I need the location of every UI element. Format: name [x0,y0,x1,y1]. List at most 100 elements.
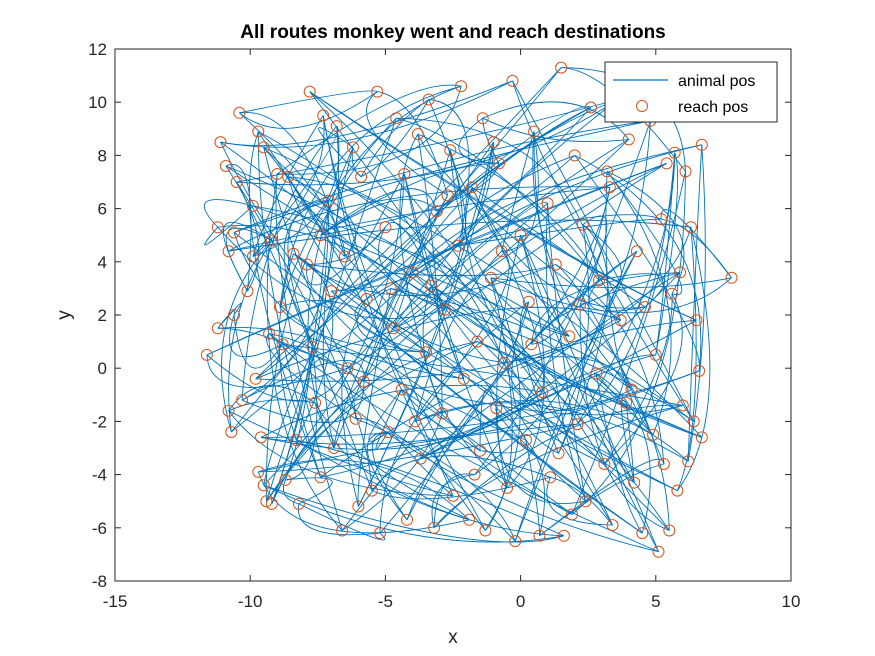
route-segment [433,404,683,529]
reach-point [314,471,327,484]
reach-point [398,168,411,180]
reach-point [438,303,451,316]
route-segment [206,354,348,388]
reach-point [428,521,441,534]
route-segment [265,117,397,502]
y-ticks: -8 -6 -4 -2 0 2 4 6 8 10 12 [88,40,791,591]
route-segment [276,84,462,175]
route-segment [288,176,505,364]
x-tick-label: 10 [782,592,801,611]
route-segment [258,423,578,473]
route-segment [366,155,576,300]
reach-point [241,285,254,298]
route-segment [403,173,465,379]
route-segment [530,271,681,345]
route-segment [228,240,273,433]
x-tick-label: -5 [378,592,393,611]
route-segment [533,131,632,390]
reach-point [422,93,435,106]
reach-point [252,125,265,138]
reach-point [271,168,284,180]
route-segment [255,319,621,382]
route-segment [239,91,378,129]
route-segment [309,91,613,526]
reach-point [214,136,227,149]
reach-point [265,497,278,510]
reach-point [685,221,697,234]
route-segment [320,162,500,236]
reach-point [444,144,457,157]
reach-point [371,85,384,98]
route-segment [228,410,454,497]
route-segment [206,162,667,356]
route-segment [417,133,621,321]
plot-area [114,48,792,582]
reach-point [349,412,362,425]
reach-point [384,282,397,295]
route-segment [252,205,570,337]
reach-point [509,535,522,548]
route-segment [279,85,462,308]
reach-point [552,447,565,460]
reach-point [246,199,259,212]
route-segment [412,272,670,531]
reach-point [338,250,351,263]
legend: animal pos reach pos [604,61,778,123]
reach-point [395,383,408,396]
route-segment [417,134,443,414]
route-segment [433,473,475,528]
route-segment [514,250,638,542]
route-segment [225,227,273,292]
reach-point [287,247,300,260]
route-segment [471,187,646,309]
route-segment [309,91,613,526]
route-segment [217,224,446,311]
route-segment [406,250,638,520]
route-segment [284,346,313,481]
route-segment [347,139,630,369]
reach-point [200,348,213,361]
route-segment [236,99,619,186]
reach-point [257,141,270,154]
route-segment [458,117,500,164]
route-segment [347,139,630,369]
route-segment [482,117,629,143]
route-segment [239,112,346,257]
reach-point [487,136,500,149]
reach-point [314,229,327,242]
route-segment [320,198,438,236]
route-segment [233,232,464,380]
reach-point [663,524,676,537]
x-tick-label: -15 [103,592,128,611]
reach-point [533,529,546,542]
reach-point [490,402,503,415]
route-segment [371,476,551,500]
route-segment [287,176,505,364]
route-segment [354,298,427,353]
reach-point [468,468,481,481]
route-segment [287,176,357,257]
reach-point [657,458,670,470]
reach-point [225,426,238,438]
reach-point [322,194,335,207]
reach-point [555,61,568,74]
reach-point [647,428,660,441]
reach-point [584,101,597,114]
reach-point [479,524,492,537]
route-segment [368,389,402,442]
route-segment [220,80,513,147]
route-segment [252,115,324,257]
route-segment [606,171,683,296]
axes-background [115,49,791,581]
reach-point [357,375,370,388]
route-segment [333,195,448,449]
route-segment [287,200,329,348]
route-segment [412,144,702,273]
route-segment [260,384,543,438]
route-segment [525,439,546,536]
route-segment [322,115,486,531]
route-segment [236,181,373,491]
route-segment [220,141,527,441]
route-segment [333,195,449,449]
